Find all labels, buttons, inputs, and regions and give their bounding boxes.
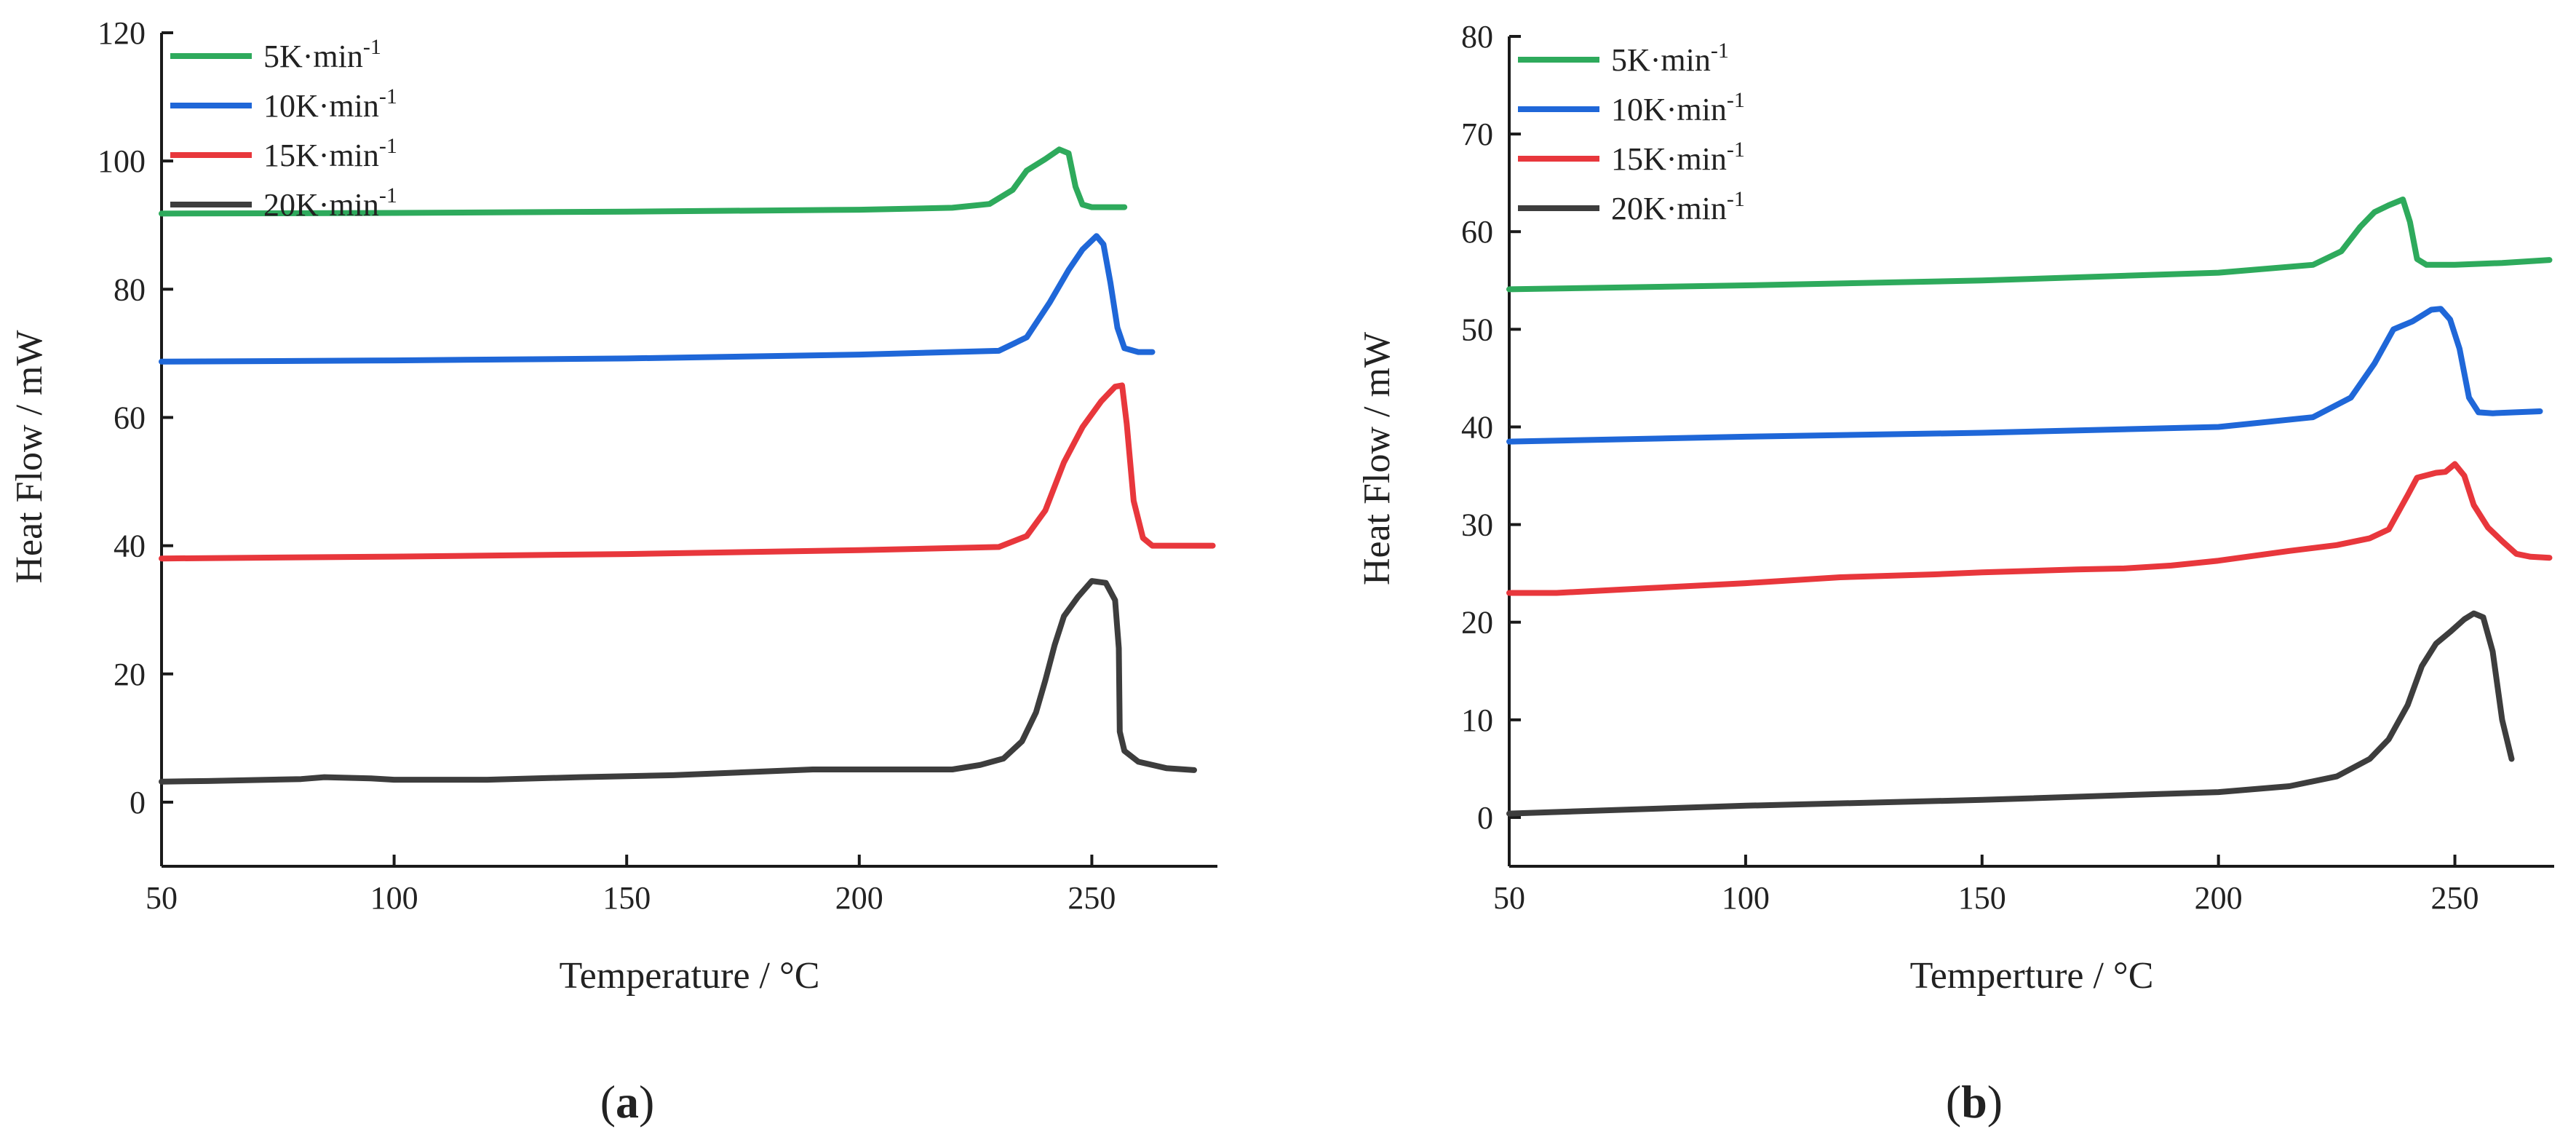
series-line-15k-per-min (1506, 461, 2553, 596)
chart-panel-a: 50 100 150 200 250 0 20 40 60 80 100 120 Temperature… (9, 15, 1217, 1128)
y-tick-label: 20 (1461, 605, 1493, 641)
y-tick-label: 40 (1461, 409, 1493, 445)
legend-entry-superscript: -1 (379, 183, 397, 207)
series-line-5k-per-min (1506, 197, 2553, 293)
legend-entry-superscript: -1 (1727, 138, 1745, 162)
legend-entry-superscript: -1 (1711, 39, 1729, 63)
y-axis-title: Heat Flow / mW (1356, 332, 1398, 585)
legend-entry-superscript: -1 (1727, 88, 1745, 112)
y-tick-label: 30 (1461, 507, 1493, 543)
x-tick-label: 200 (835, 880, 883, 916)
panel-label: (a) (600, 1076, 655, 1128)
legend-entry-label: 15K·min-1 (1611, 138, 1745, 177)
series-line-20k-per-min (159, 578, 1197, 785)
legend-entry-text: 5K·min (1611, 42, 1711, 78)
legend-entry-text: 15K·min (1611, 141, 1727, 177)
x-tick-label: 150 (603, 880, 651, 916)
y-tick-label: 10 (1461, 702, 1493, 738)
y-tick-label: 60 (1461, 214, 1493, 250)
y-tick-label: 80 (1461, 19, 1493, 55)
legend-entry-label: 20K·min-1 (1611, 187, 1745, 226)
legend-entry-text: 10K·min (263, 88, 379, 124)
x-tick-label: 150 (1958, 880, 2006, 916)
legend-entry-label: 20K·min-1 (263, 183, 397, 223)
legend-entry-label: 10K·min-1 (1611, 88, 1745, 127)
series-line-10k-per-min (159, 233, 1156, 365)
legend-entry-superscript: -1 (379, 84, 397, 108)
y-tick-label: 60 (114, 400, 146, 435)
legend-entry-text: 20K·min (1611, 191, 1727, 226)
legend-entry-superscript: -1 (1727, 187, 1745, 211)
y-axis-title: Heat Flow / mW (9, 330, 50, 583)
y-tick-label: 70 (1461, 116, 1493, 152)
series-line-5k-per-min (159, 146, 1128, 217)
panel-label-letter: a (616, 1076, 639, 1128)
legend-entry-superscript: -1 (363, 35, 381, 59)
legend-entry-label: 10K·min-1 (263, 84, 397, 124)
x-tick-label: 100 (1722, 880, 1770, 916)
x-axis-title: Temperture / °C (1910, 955, 2154, 997)
legend-entry-superscript: -1 (379, 134, 397, 158)
legend-entry-label: 5K·min-1 (1611, 39, 1729, 78)
legend-entry-text: 5K·min (263, 39, 363, 74)
x-tick-label: 50 (1493, 880, 1525, 916)
x-tick-label: 50 (146, 880, 178, 916)
y-tick-label: 80 (114, 272, 146, 307)
series-line-15k-per-min (159, 382, 1216, 562)
y-tick-label: 100 (98, 143, 146, 179)
legend-entry-text: 10K·min (1611, 92, 1727, 127)
series-line-20k-per-min (1506, 610, 2515, 817)
x-tick-label: 200 (2195, 880, 2243, 916)
legend-entry-label: 15K·min-1 (263, 134, 397, 173)
x-tick-label: 250 (1068, 880, 1116, 916)
y-tick-label: 120 (98, 15, 146, 51)
y-tick-label: 0 (130, 785, 146, 820)
x-axis-title: Temperature / °C (560, 955, 820, 997)
series-line-10k-per-min (1506, 306, 2543, 445)
y-tick-label: 0 (1477, 800, 1493, 836)
x-tick-label: 100 (370, 880, 418, 916)
legend-entry-text: 15K·min (263, 138, 379, 173)
panel-label: (b) (1946, 1076, 2003, 1128)
chart-panel-b: 50 100 150 200 250 0 10 20 30 40 50 60 70 80 Tempertur… (1356, 19, 2554, 1128)
legend-entry-label: 5K·min-1 (263, 35, 381, 74)
x-tick-label: 250 (2431, 880, 2479, 916)
y-tick-label: 50 (1461, 312, 1493, 347)
panel-label-letter: b (1961, 1076, 1987, 1128)
legend-entry-text: 20K·min (263, 187, 379, 223)
y-tick-label: 40 (114, 529, 146, 564)
y-tick-label: 20 (114, 657, 146, 692)
